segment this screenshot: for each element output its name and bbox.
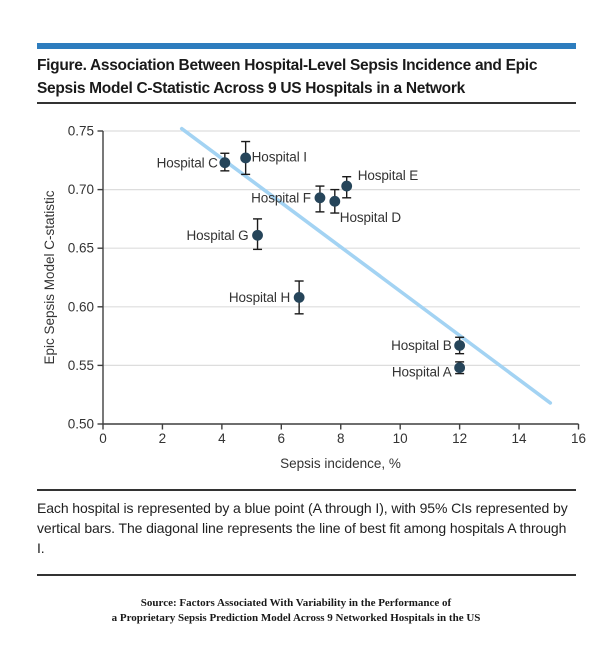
data-point (219, 157, 231, 169)
x-tick-label: 14 (512, 431, 528, 446)
data-point (314, 192, 326, 204)
x-tick-label: 16 (571, 431, 586, 446)
x-axis-title: Sepsis incidence, % (280, 456, 401, 471)
source-citation: Source: Factors Associated With Variabil… (0, 596, 592, 625)
data-point (240, 152, 252, 164)
x-tick-label: 4 (218, 431, 226, 446)
data-point-label: Hospital G (187, 228, 249, 243)
data-point (329, 195, 341, 207)
y-tick-label: 0.55 (68, 358, 94, 373)
x-tick-label: 0 (99, 431, 107, 446)
x-tick-label: 10 (393, 431, 408, 446)
figure-title: Figure. Association Between Hospital-Lev… (37, 57, 538, 97)
y-tick-label: 0.50 (68, 417, 94, 432)
caption-top-divider (37, 489, 576, 491)
y-tick-label: 0.75 (68, 124, 94, 139)
figure-caption: Each hospital is represented by a blue p… (37, 500, 568, 556)
data-point-label: Hospital I (252, 150, 307, 165)
title-divider (37, 102, 576, 104)
x-tick-label: 6 (278, 431, 286, 446)
scatter-plot: 0 2 4 6 8 10 12 14 16 0.50 0.55 0.60 0.65 0.70 0.75 Sep… (42, 124, 586, 472)
y-tick-label: 0.70 (68, 182, 94, 197)
data-point-label: Hospital B (391, 338, 452, 353)
data-point (454, 340, 466, 351)
data-point-label: Hospital E (358, 168, 419, 183)
y-axis-title: Epic Sepsis Model C-statistic (42, 190, 57, 364)
data-point-label: Hospital H (229, 290, 290, 305)
source-line-2: a Proprietary Sepsis Prediction Model Ac… (111, 611, 481, 624)
data-point-label: Hospital D (340, 210, 402, 225)
data-point-label: Hospital C (157, 155, 219, 170)
x-tick-label: 12 (452, 431, 467, 446)
y-tick-label: 0.65 (68, 241, 94, 256)
x-tick-label: 2 (159, 431, 167, 446)
data-point (293, 292, 305, 303)
data-point-label: Hospital A (392, 364, 452, 379)
caption-bottom-divider (37, 574, 576, 576)
y-tick-label: 0.60 (68, 299, 94, 314)
data-point (341, 180, 353, 192)
header-accent-bar (37, 43, 576, 49)
data-point-label: Hospital F (251, 191, 311, 206)
data-point (454, 362, 466, 374)
x-tick-label: 8 (337, 431, 345, 446)
data-point (252, 229, 263, 241)
source-line-1: Source: Factors Associated With Variabil… (140, 597, 452, 609)
